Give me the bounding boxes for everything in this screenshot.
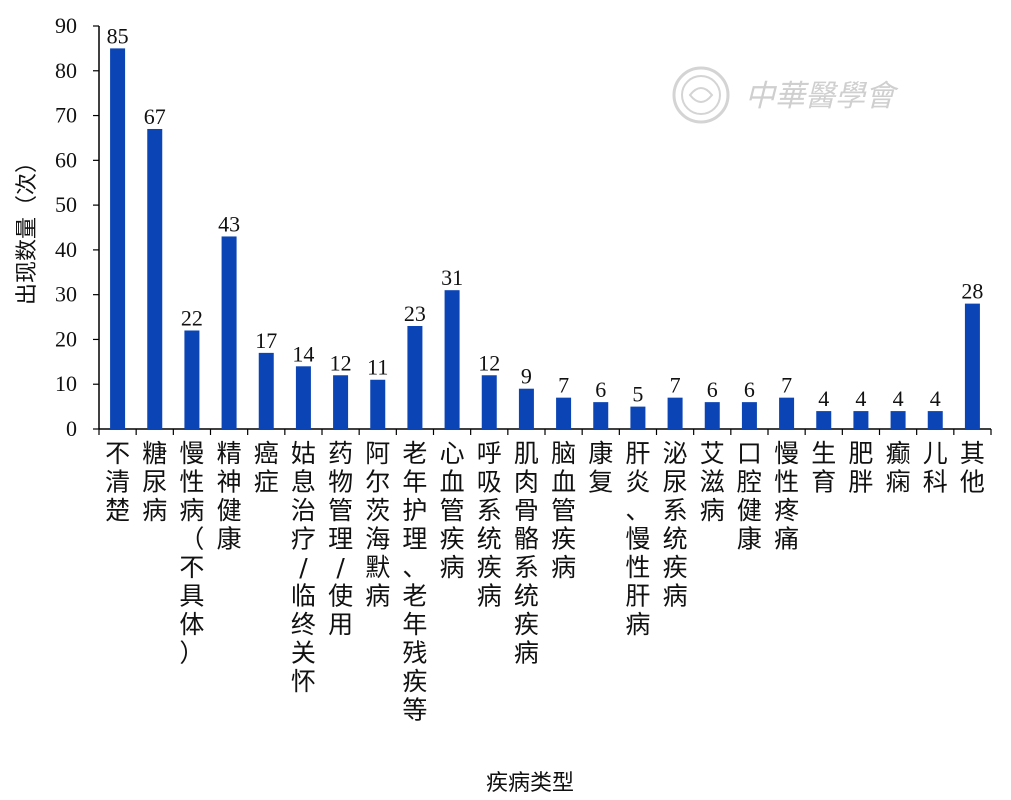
category-label: 肝炎、慢性肝病	[625, 439, 650, 639]
cma-seal-icon	[672, 66, 730, 124]
bar	[221, 236, 237, 429]
data-label: 7	[558, 373, 569, 398]
bar	[556, 397, 572, 429]
axes: 0 10 20 30 40 50 60 70 80 90	[55, 13, 992, 441]
x-axis-title: 疾病类型	[486, 771, 574, 796]
category-label: 其他	[960, 439, 985, 497]
y-tick-label: 50	[55, 192, 77, 217]
category-label: 药物管理/使用	[328, 439, 353, 639]
category-label: 生育	[811, 439, 836, 497]
bar	[853, 411, 869, 429]
y-tick-label: 70	[55, 103, 77, 128]
watermark: 中華醫學會	[672, 66, 899, 124]
y-tick-label: 0	[66, 416, 77, 441]
bar	[890, 411, 906, 429]
data-label: 7	[781, 373, 792, 398]
category-label: 不清楚	[105, 439, 130, 525]
data-label: 12	[330, 350, 352, 375]
data-label: 4	[818, 386, 829, 411]
category-label: 心血管疾病	[440, 439, 465, 582]
bar	[481, 375, 497, 429]
data-label: 23	[404, 301, 426, 326]
bar	[704, 402, 720, 429]
bar	[370, 379, 386, 429]
category-label: 精神健康	[217, 439, 242, 554]
y-tick-label: 30	[55, 282, 77, 307]
data-label: 43	[218, 211, 240, 236]
y-tick-label: 20	[55, 326, 77, 351]
data-label: 6	[707, 377, 718, 402]
data-label: 14	[292, 341, 314, 366]
data-label: 67	[144, 104, 166, 129]
category-label: 慢性病（不具体）	[179, 439, 204, 668]
y-tick-label: 90	[55, 13, 77, 38]
bar	[630, 406, 646, 429]
y-tick-label: 80	[55, 58, 77, 83]
data-label: 31	[441, 265, 463, 290]
category-label: 儿科	[923, 439, 948, 497]
bar	[444, 290, 460, 429]
bar	[927, 411, 943, 429]
data-label: 6	[595, 377, 606, 402]
bar	[333, 375, 349, 429]
category-label: 肌肉骨骼系统疾病	[514, 439, 539, 668]
category-label: 糖尿病	[142, 439, 167, 525]
bar	[184, 330, 200, 429]
bar	[741, 402, 757, 429]
y-tick-label: 10	[55, 371, 77, 396]
category-label: 呼吸系统疾病	[477, 439, 502, 611]
bar	[667, 397, 683, 429]
bar	[295, 366, 311, 429]
y-tick-label: 60	[55, 147, 77, 172]
data-label: 22	[181, 305, 203, 330]
category-label: 艾滋病	[700, 439, 725, 525]
bar	[147, 128, 163, 429]
bar	[518, 388, 534, 429]
watermark-text: 中華醫學會	[745, 79, 899, 114]
data-label: 9	[521, 364, 532, 389]
data-label: 5	[632, 382, 643, 407]
category-label: 癫痫	[886, 439, 911, 497]
category-label: 口腔健康	[737, 439, 762, 554]
bar	[258, 352, 274, 429]
bar	[593, 402, 609, 429]
data-label: 7	[670, 373, 681, 398]
data-label: 28	[961, 279, 983, 304]
data-label: 4	[893, 386, 904, 411]
y-tick-label: 40	[55, 237, 77, 262]
category-label: 阿尔茨海默病	[365, 439, 390, 611]
category-label: 康复	[588, 439, 613, 497]
data-label: 11	[367, 355, 388, 380]
category-label: 肥胖	[848, 439, 873, 497]
data-label: 4	[855, 386, 866, 411]
category-label: 泌尿系统疾病	[663, 439, 688, 611]
data-label: 12	[478, 350, 500, 375]
bar	[964, 303, 980, 429]
category-label: 姑息治疗/临终关怀	[291, 439, 316, 696]
category-label: 脑血管疾病	[551, 439, 576, 582]
y-axis-title: 出现数量（次）	[15, 151, 40, 305]
bar	[407, 326, 423, 429]
bar	[816, 411, 832, 429]
category-label: 慢性疼痛	[774, 439, 799, 554]
bar	[110, 48, 126, 430]
bars	[110, 48, 980, 430]
category-label: 癌症	[254, 439, 279, 497]
data-label: 85	[107, 23, 129, 48]
data-label: 17	[255, 328, 277, 353]
category-label: 老年护理、老年残疾等	[402, 439, 427, 725]
data-label: 6	[744, 377, 755, 402]
bar	[779, 397, 795, 429]
data-label: 4	[930, 386, 941, 411]
